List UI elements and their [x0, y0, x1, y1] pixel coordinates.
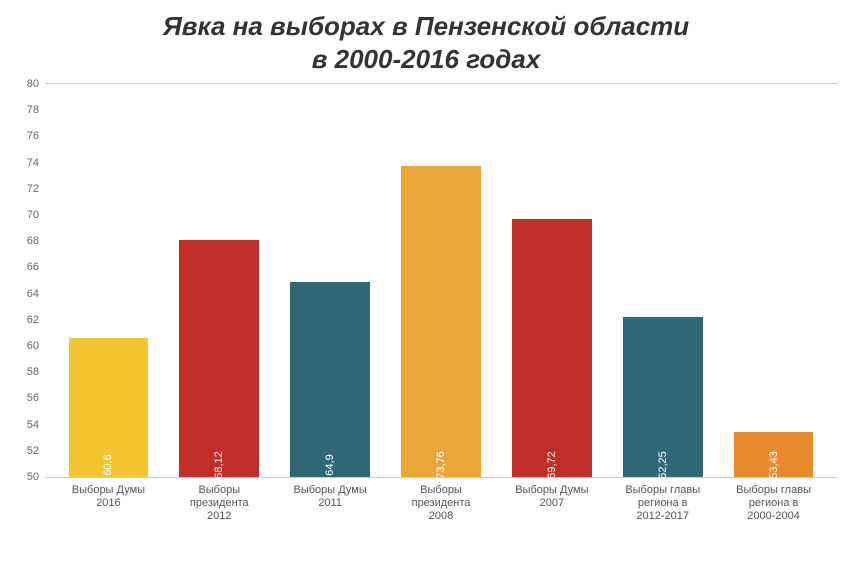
- chart-container: Явка на выборах в Пензенской области в 2…: [0, 0, 857, 572]
- y-tick-label: 80: [27, 78, 39, 90]
- x-axis-label: Выборы Думы 2011: [275, 484, 386, 524]
- y-tick-label: 68: [27, 235, 39, 247]
- y-tick-label: 78: [27, 104, 39, 116]
- bar-value-label: 62,25: [657, 451, 669, 479]
- chart-title: Явка на выборах в Пензенской области в 2…: [15, 10, 837, 75]
- bar-value-label: 60,6: [102, 454, 114, 475]
- bar: 69,72: [512, 219, 592, 477]
- y-tick-label: 74: [27, 157, 39, 169]
- y-axis: 80787674727068666462605856545250: [15, 84, 43, 477]
- bar-slot: 68,12: [164, 84, 275, 477]
- y-tick-label: 58: [27, 366, 39, 378]
- x-axis-label: Выборы Думы 2007: [496, 484, 607, 524]
- bar-slot: 64,9: [275, 84, 386, 477]
- bar: 53,43: [734, 432, 814, 477]
- bar-slot: 69,72: [496, 84, 607, 477]
- bar-slot: 53,43: [718, 84, 829, 477]
- bar: 62,25: [623, 317, 703, 477]
- y-tick-label: 72: [27, 183, 39, 195]
- y-tick-label: 64: [27, 288, 39, 300]
- x-axis-labels: Выборы Думы 2016Выборы президента 2012Вы…: [45, 484, 837, 524]
- bar: 73,76: [401, 166, 481, 477]
- bar: 68,12: [179, 240, 259, 477]
- y-tick-label: 54: [27, 419, 39, 431]
- bar: 64,9: [290, 282, 370, 477]
- bar-value-label: 69,72: [546, 451, 558, 479]
- bar-value-label: 64,9: [324, 454, 336, 475]
- y-tick-label: 76: [27, 130, 39, 142]
- bar-value-label: 73,76: [435, 451, 447, 479]
- x-axis-label: Выборы Думы 2016: [53, 484, 164, 524]
- y-tick-label: 60: [27, 340, 39, 352]
- y-tick-label: 56: [27, 392, 39, 404]
- x-axis-label: Выборы президента 2012: [164, 484, 275, 524]
- bar-slot: 62,25: [607, 84, 718, 477]
- y-tick-label: 52: [27, 445, 39, 457]
- y-tick-label: 50: [27, 471, 39, 483]
- bars-group: 60,6 68,12 64,9 73,76 69,72 62,25 53,43: [45, 84, 837, 477]
- x-axis-label: Выборы главы региона в 2012-2017: [607, 484, 718, 524]
- bar-value-label: 68,12: [213, 451, 225, 479]
- x-axis-label: Выборы президента 2008: [386, 484, 497, 524]
- bar: 60,6: [69, 338, 149, 477]
- plot-area: 80787674727068666462605856545250 60,668,…: [45, 83, 837, 478]
- bar-value-label: 53,43: [768, 451, 780, 479]
- x-axis-label: Выборы главы региона в 2000-2004: [718, 484, 829, 524]
- y-tick-label: 62: [27, 314, 39, 326]
- y-tick-label: 70: [27, 209, 39, 221]
- bar-slot: 73,76: [386, 84, 497, 477]
- y-tick-label: 66: [27, 261, 39, 273]
- bar-slot: 60,6: [53, 84, 164, 477]
